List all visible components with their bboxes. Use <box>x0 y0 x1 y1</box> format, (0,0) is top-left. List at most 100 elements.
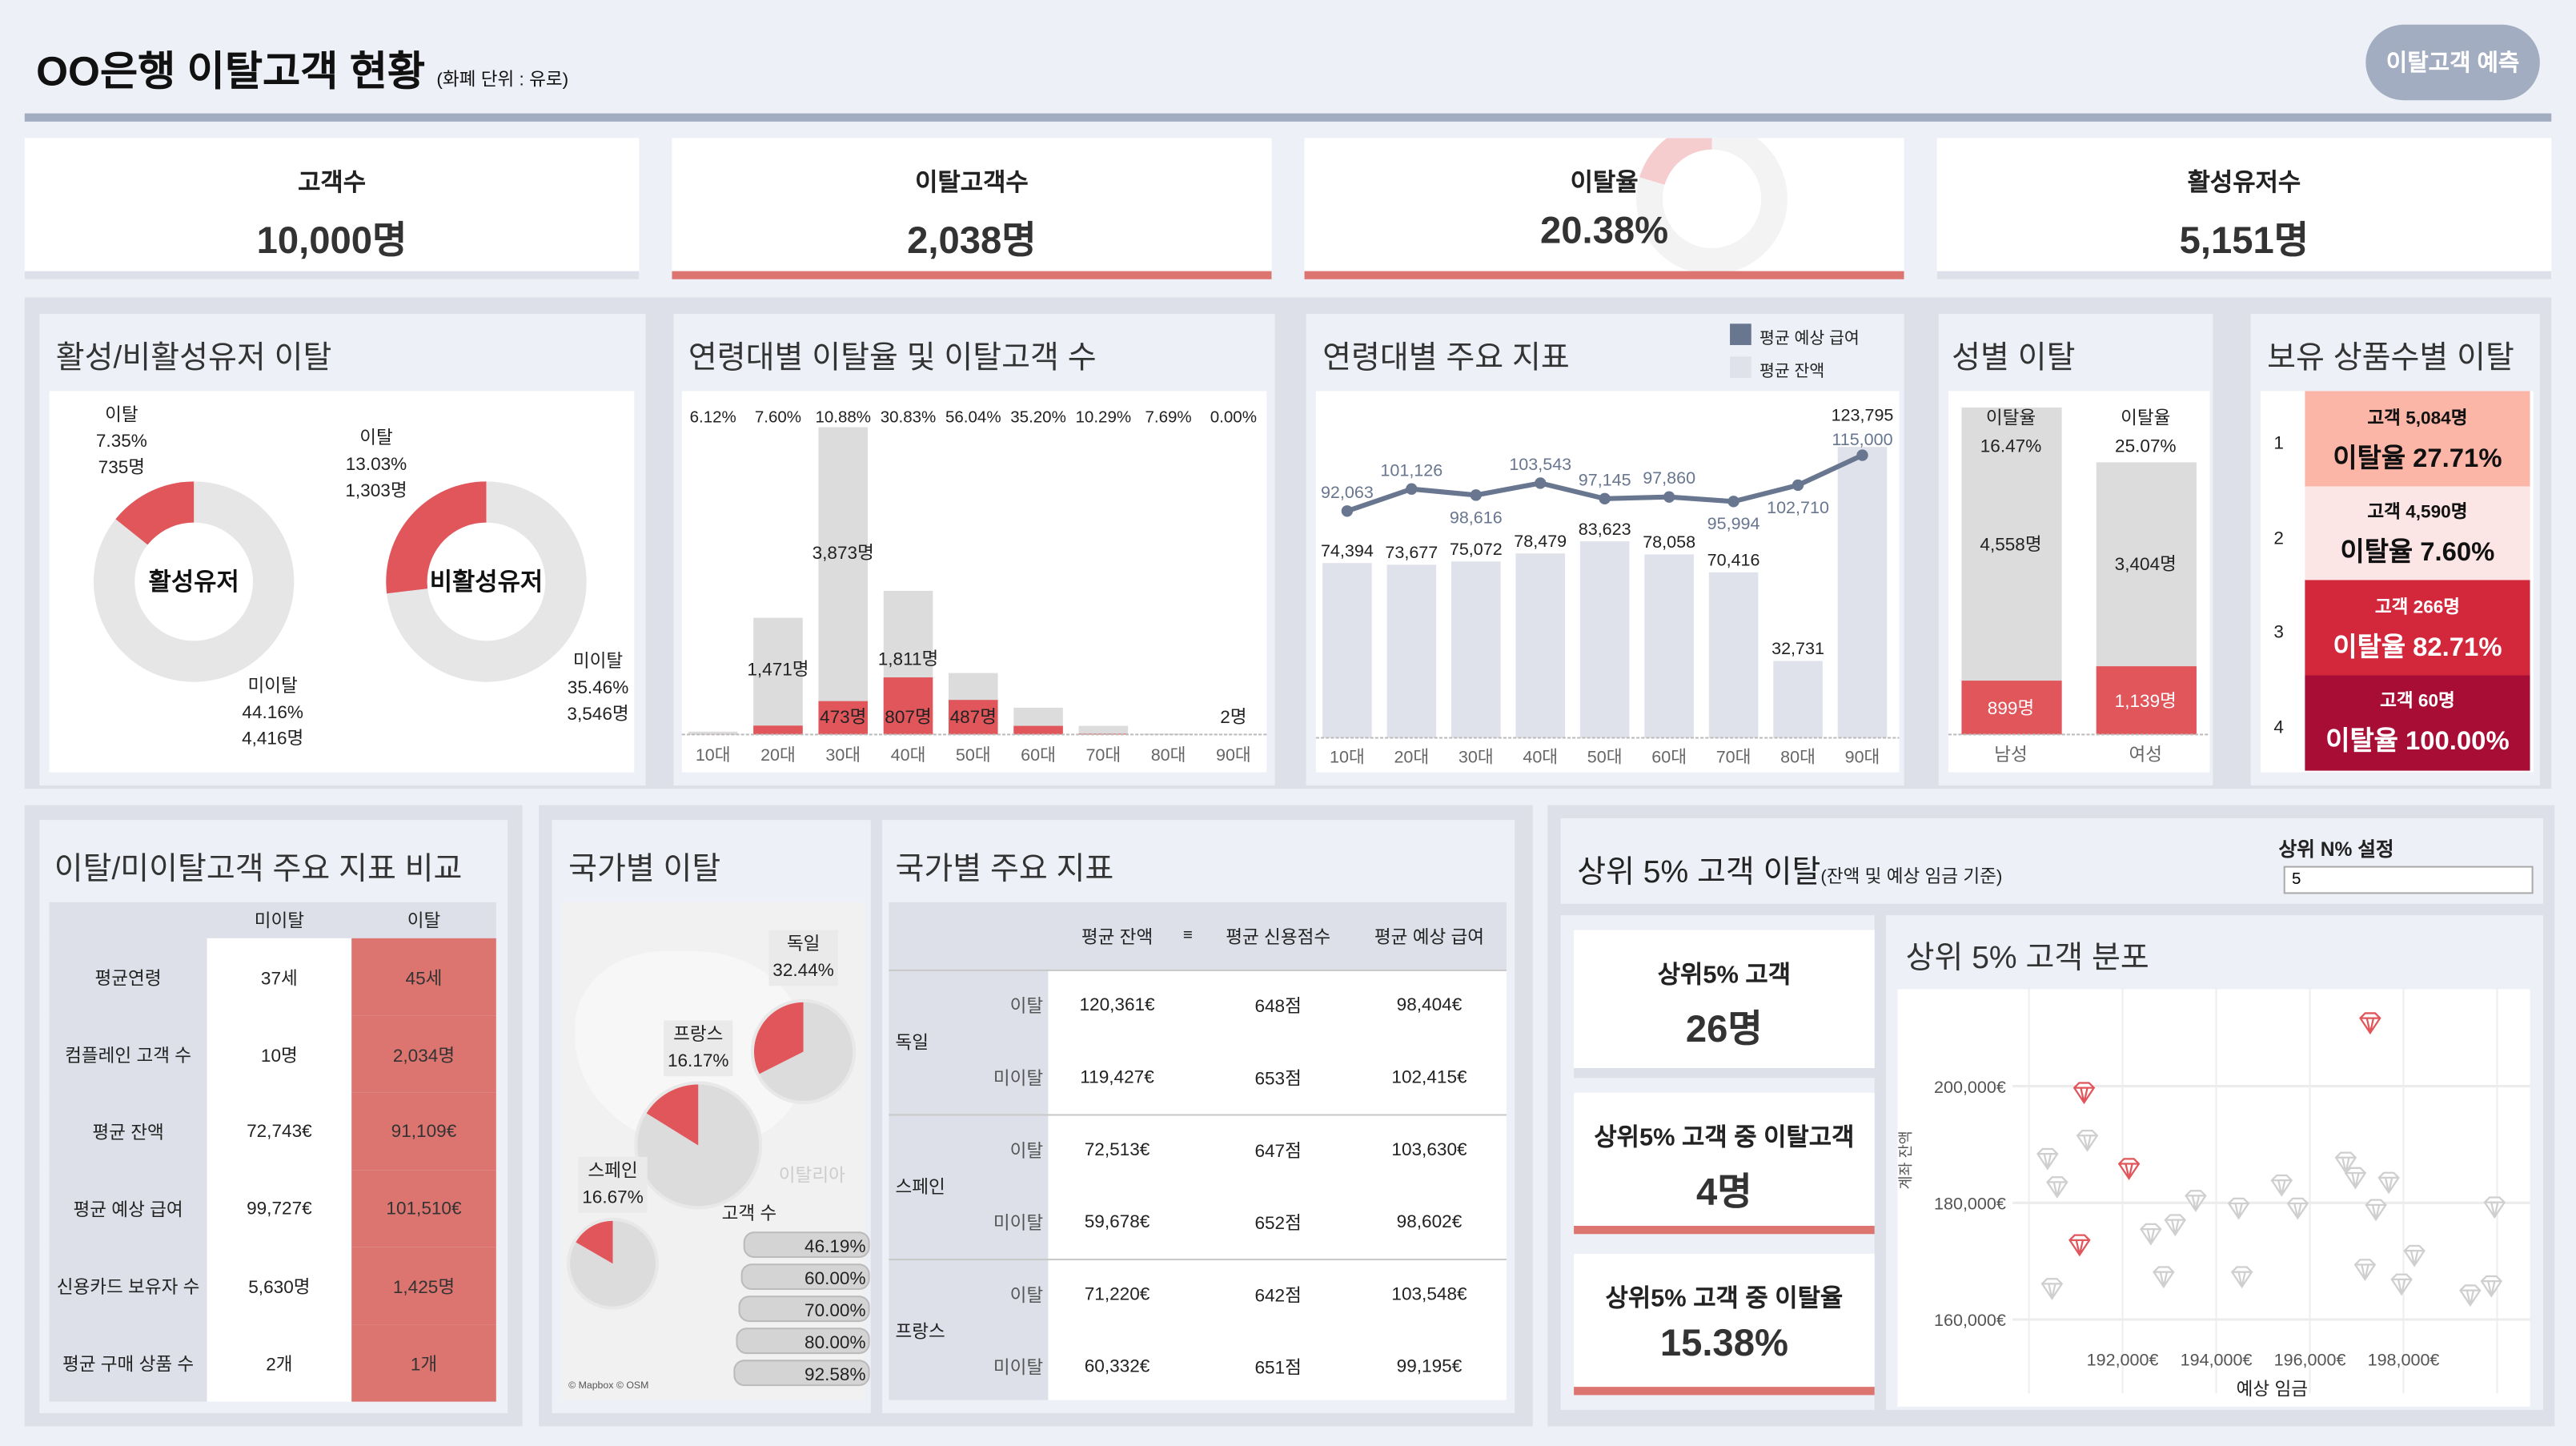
country-label: 프랑스 <box>895 1323 945 1343</box>
predict-churn-button[interactable]: 이탈고객 예측 <box>2365 24 2540 101</box>
group-divider <box>889 969 1507 971</box>
row-label: 신용카드 보유자 수 <box>49 1247 207 1325</box>
score-value: 651점 <box>1254 1359 1302 1379</box>
title-note: (잔액 및 예상 임금 기준) <box>1820 867 2003 888</box>
panel-title: 보유 상품수별 이탈 <box>2267 341 2514 376</box>
salary-value: 102,415€ <box>1391 1067 1467 1088</box>
product-customers: 고객 266명 <box>2374 597 2461 617</box>
panel-active-churn: 활성/비활성유저 이탈 <box>39 313 646 785</box>
title-text: 상위 5% 고객 이탈 <box>1577 856 1821 891</box>
country-label: 독일 <box>895 1033 929 1054</box>
column-header[interactable]: 평균 예상 급여 <box>1374 927 1485 948</box>
product-churn-rate: 이탈율 7.60% <box>2340 539 2495 568</box>
stay-value: 10명 <box>207 1015 352 1093</box>
product-churn-rate: 이탈율 27.71% <box>2333 444 2502 473</box>
donut-hole <box>1662 149 1762 248</box>
top-kpi-customers: 상위5% 고객 26명 <box>1574 930 1875 1068</box>
score-value: 648점 <box>1254 997 1302 1018</box>
status-label: 미이탈 <box>993 1214 1044 1235</box>
kpi-customers: 고객수 10,000명 <box>24 138 640 279</box>
product-tile[interactable]: 고객 60명 이탈율 100.00% <box>2305 674 2530 770</box>
kpi-label: 상위5% 고객 중 이탈율 <box>1605 1284 1844 1313</box>
map-label-italy: 이탈리아 <box>778 1167 845 1187</box>
kpi-label: 이탈율 <box>1570 169 1639 198</box>
top-kpi-churn-rate: 상위5% 고객 중 이탈율 15.38% <box>1574 1253 1875 1388</box>
legend-swatch-balance <box>1730 356 1751 379</box>
kpi-churn-donut <box>1636 138 1788 275</box>
stay-value: 99,727€ <box>207 1170 352 1247</box>
panel-title: 활성/비활성유저 이탈 <box>55 341 332 376</box>
product-customers: 고객 5,084명 <box>2367 408 2468 428</box>
product-tile[interactable]: 고객 5,084명 이탈율 27.71% <box>2305 391 2530 487</box>
donut-track <box>1636 138 1788 275</box>
map-attribution[interactable]: © Mapbox © OSM <box>568 1381 649 1392</box>
panel-title: 국가별 주요 지표 <box>895 853 1114 888</box>
row-label: 컴플레인 고객 수 <box>49 1015 207 1093</box>
panel-top-distribution: 상위 5% 고객 분포 <box>1886 915 2543 1410</box>
salary-value: 103,630€ <box>1391 1140 1467 1160</box>
chart-area <box>1315 391 1900 773</box>
salary-value: 98,404€ <box>1396 995 1463 1016</box>
header-divider <box>24 113 2552 122</box>
product-rank: 3 <box>2273 622 2284 643</box>
column-header[interactable]: 평균 잔액 <box>1081 927 1154 948</box>
column-header: 미이탈 <box>254 912 305 932</box>
group-divider <box>889 1114 1507 1116</box>
country-map[interactable]: 이탈리아 © Mapbox © OSM <box>561 902 865 1400</box>
kpi-value: 15.38% <box>1659 1321 1788 1364</box>
top-n-input[interactable] <box>2283 866 2534 894</box>
sort-icon[interactable]: ≡ <box>1182 926 1193 945</box>
score-value: 653점 <box>1254 1070 1302 1090</box>
product-tile[interactable]: 고객 4,590명 이탈율 7.60% <box>2305 485 2530 581</box>
score-value: 652점 <box>1254 1214 1302 1235</box>
churn-value: 2,034명 <box>351 1015 496 1093</box>
chart-area <box>1948 391 2210 773</box>
kpi-strip <box>1574 1387 1875 1396</box>
panel-title: 상위 5% 고객 이탈(잔액 및 예상 임금 기준) <box>1577 848 2002 892</box>
product-rank: 2 <box>2273 528 2284 548</box>
salary-value: 103,548€ <box>1391 1284 1467 1305</box>
kpi-strip <box>24 271 640 279</box>
kpi-strip <box>672 271 1272 279</box>
churn-value: 91,109€ <box>351 1092 496 1171</box>
status-label: 미이탈 <box>993 1359 1044 1379</box>
chart-area <box>681 391 1267 773</box>
score-value: 642점 <box>1254 1286 1302 1307</box>
panel-country: 국가별 이탈 이탈리아 © Mapbox © OSM <box>552 820 871 1413</box>
churn-value: 45세 <box>351 938 496 1016</box>
product-tile[interactable]: 고객 266명 이탈율 82.71% <box>2305 580 2530 676</box>
score-value: 647점 <box>1254 1142 1302 1162</box>
stay-value: 5,630명 <box>207 1247 352 1325</box>
legend-label: 평균 예상 급여 <box>1759 330 1860 349</box>
panel-title: 연령대별 이탈율 및 이탈고객 수 <box>688 341 1097 376</box>
churn-value: 101,510€ <box>351 1170 496 1247</box>
panel-age-churn: 연령대별 이탈율 및 이탈고객 수 <box>673 313 1275 785</box>
row-label: 평균 구매 상품 수 <box>49 1324 207 1402</box>
column-header: 이탈 <box>407 912 441 932</box>
top-n-setting-label: 상위 N% 설정 <box>2278 837 2394 862</box>
panel-title: 성별 이탈 <box>1952 341 2076 376</box>
kpi-strip <box>1304 271 1904 279</box>
balance-value: 119,427€ <box>1080 1067 1154 1088</box>
kpi-strip <box>1574 1226 1875 1235</box>
panel-title: 상위 5% 고객 분포 <box>1905 941 2149 977</box>
status-label: 이탈 <box>1009 1142 1044 1162</box>
kpi-churned: 이탈고객수 2,038명 <box>672 138 1272 279</box>
salary-value: 99,195€ <box>1396 1357 1463 1377</box>
balance-value: 120,361€ <box>1079 995 1155 1016</box>
panel-products: 보유 상품수별 이탈 1 고객 5,084명 이탈율 27.71% 2 고객 4,… <box>2250 313 2540 785</box>
column-header[interactable]: 평균 신용점수 <box>1226 927 1331 948</box>
kpi-value: 20.38% <box>1539 208 1669 252</box>
title-text: OO은행 이탈고객 현황 <box>36 49 426 96</box>
unit-note: (화폐 단위 : 유로) <box>436 70 569 90</box>
balance-value: 59,678€ <box>1084 1212 1150 1233</box>
balance-value: 71,220€ <box>1084 1284 1150 1305</box>
panel-title: 이탈/미이탈고객 주요 지표 비교 <box>54 853 463 888</box>
product-churn-rate: 이탈율 100.00% <box>2325 728 2510 757</box>
status-label: 미이탈 <box>993 1070 1044 1090</box>
products-area: 1 고객 5,084명 이탈율 27.71% 2 고객 4,590명 이탈율 7.… <box>2260 391 2534 773</box>
product-rank: 4 <box>2273 717 2284 737</box>
panel-title: 국가별 이탈 <box>568 853 721 888</box>
row-label: 평균 잔액 <box>49 1092 207 1171</box>
